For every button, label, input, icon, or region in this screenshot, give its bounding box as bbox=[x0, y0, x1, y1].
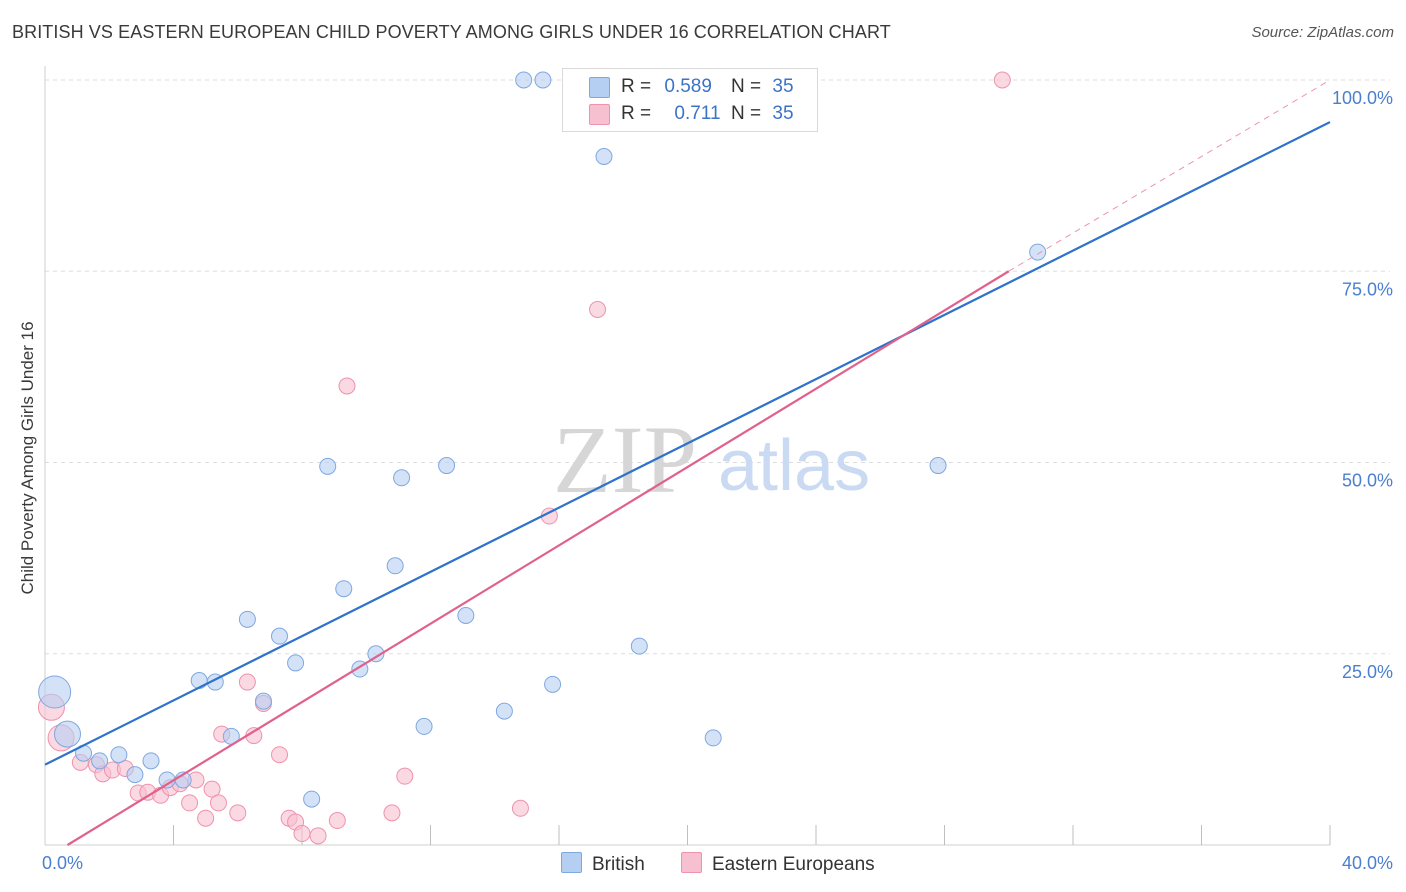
british-point-9 bbox=[190, 672, 208, 690]
british-point-29 bbox=[544, 675, 562, 693]
eastern-point-16 bbox=[209, 794, 227, 812]
watermark-atlas: atlas bbox=[718, 426, 870, 506]
british-point-17 bbox=[319, 457, 337, 475]
y-tick-label-3: 100.0% bbox=[1332, 88, 1393, 108]
british-point-28 bbox=[534, 71, 552, 89]
british-point-0 bbox=[38, 675, 72, 709]
legend-row-eastern: R = 0.711 N = 35 bbox=[563, 101, 817, 127]
eastern-point-34 bbox=[993, 71, 1011, 89]
british-n: N = 35 bbox=[731, 76, 794, 98]
eastern-point-12 bbox=[181, 794, 199, 812]
eastern-point-22 bbox=[271, 746, 289, 764]
eastern-point-30 bbox=[396, 767, 414, 785]
british-point-22 bbox=[393, 469, 411, 487]
british-point-23 bbox=[415, 717, 433, 735]
eastern-point-33 bbox=[589, 301, 607, 318]
correlation-legend: R = 0.589 N = 35 R = 0.711 N = 35 bbox=[562, 68, 818, 132]
british-point-1 bbox=[53, 720, 81, 748]
trend-lines bbox=[44, 79, 1331, 846]
british-r-label: R = bbox=[621, 76, 652, 97]
y-tick-label-1: 50.0% bbox=[1342, 471, 1393, 491]
grid-lines bbox=[45, 79, 1390, 655]
legend-british: British bbox=[561, 852, 645, 876]
british-point-15 bbox=[287, 654, 305, 672]
chart-source: Source: ZipAtlas.com bbox=[1251, 24, 1394, 41]
legend-row-british: R = 0.589 N = 35 bbox=[563, 74, 817, 100]
y-tick-label-2: 75.0% bbox=[1342, 279, 1393, 299]
british-point-13 bbox=[254, 692, 272, 710]
british-trend-line bbox=[44, 121, 1331, 766]
eastern-swatch bbox=[589, 104, 610, 125]
british-point-3 bbox=[91, 752, 109, 770]
british-point-21 bbox=[386, 557, 404, 575]
chart-title: BRITISH VS EASTERN EUROPEAN CHILD POVERT… bbox=[12, 22, 891, 42]
eastern-point-18 bbox=[229, 804, 247, 822]
eastern-legend-swatch bbox=[681, 852, 702, 873]
eastern-point-27 bbox=[328, 812, 346, 830]
british-n-label: N = bbox=[731, 76, 762, 97]
british-point-33 bbox=[929, 457, 947, 475]
british-point-6 bbox=[142, 752, 160, 770]
eastern-point-25 bbox=[293, 825, 311, 843]
eastern-trend-extension bbox=[1008, 79, 1331, 272]
british-point-31 bbox=[630, 637, 648, 655]
british-point-34 bbox=[1029, 243, 1047, 261]
eastern-point-14 bbox=[197, 809, 215, 827]
british-point-14 bbox=[271, 627, 289, 645]
british-point-32 bbox=[704, 729, 722, 747]
british-point-30 bbox=[595, 148, 613, 165]
british-point-5 bbox=[126, 766, 144, 784]
eastern-n: N = 35 bbox=[731, 103, 794, 125]
x-tick-label-1: 40.0% bbox=[1342, 853, 1393, 873]
eastern-point-28 bbox=[338, 377, 356, 395]
british-point-4 bbox=[110, 746, 128, 764]
eastern-point-19 bbox=[238, 673, 256, 691]
legend-eastern: Eastern Europeans bbox=[681, 852, 875, 876]
tick-labels: 25.0% 50.0% 75.0% 100.0% 0.0% 40.0% bbox=[42, 88, 1393, 873]
british-r: R = 0.589 bbox=[621, 76, 712, 98]
british-point-24 bbox=[438, 457, 456, 475]
eastern-trend-line bbox=[66, 270, 1010, 846]
british-n-value: 35 bbox=[772, 76, 794, 97]
british-swatch bbox=[589, 77, 610, 98]
british-point-20 bbox=[367, 645, 385, 663]
british-point-18 bbox=[335, 580, 353, 598]
watermark-zip: ZIP bbox=[553, 406, 697, 513]
british-point-27 bbox=[515, 71, 533, 89]
eastern-point-26 bbox=[309, 827, 327, 845]
y-axis-label: Child Poverty Among Girls Under 16 bbox=[18, 321, 37, 594]
british-legend-swatch bbox=[561, 852, 582, 873]
watermark: ZIP atlas bbox=[553, 406, 870, 513]
british-legend-label: British bbox=[592, 854, 645, 875]
eastern-point-31 bbox=[511, 799, 529, 817]
eastern-r-value: 0.711 bbox=[674, 103, 721, 124]
eastern-r: R = 0.711 bbox=[621, 103, 721, 125]
eastern-point-15 bbox=[203, 780, 221, 798]
british-point-12 bbox=[238, 610, 256, 628]
y-tick-label-0: 25.0% bbox=[1342, 662, 1393, 682]
eastern-point-29 bbox=[383, 804, 401, 822]
eastern-r-label: R = bbox=[621, 103, 652, 124]
eastern-legend-label: Eastern Europeans bbox=[712, 854, 875, 875]
british-r-value: 0.589 bbox=[664, 76, 712, 97]
british-point-26 bbox=[495, 702, 513, 720]
eastern-n-label: N = bbox=[731, 103, 762, 124]
british-points bbox=[38, 71, 1047, 808]
british-point-16 bbox=[303, 790, 321, 808]
eastern-n-value: 35 bbox=[772, 103, 794, 124]
british-point-25 bbox=[457, 607, 475, 624]
x-tick-label-0: 0.0% bbox=[42, 853, 83, 873]
